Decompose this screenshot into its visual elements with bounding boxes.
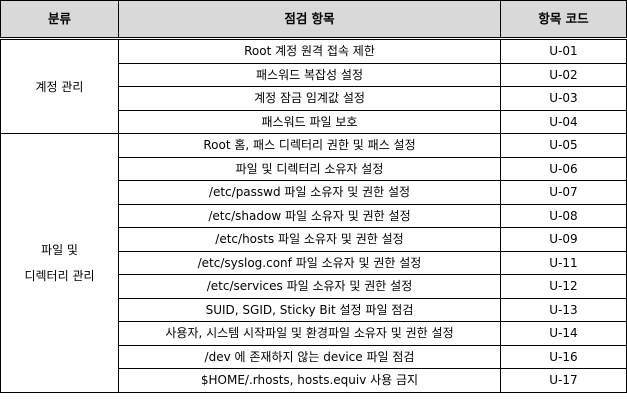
item-code-cell: U-16: [500, 344, 627, 369]
check-item-cell: /etc/hosts 파일 소유자 및 권한 설정: [118, 227, 501, 252]
check-item-cell: Root 계정 원격 접속 제한: [118, 38, 501, 64]
table-row: 파일 및 디렉터리 소유자 설정 U-06: [1, 156, 627, 181]
category-label: 파일 및: [41, 242, 78, 257]
header-code: 항목 코드: [500, 0, 627, 40]
header-row: 분류 점검 항목 항목 코드: [0, 0, 627, 40]
header-category: 분류: [0, 0, 119, 40]
table-row: $HOME/.rhosts, hosts.equiv 사용 금지 U-17: [1, 368, 627, 393]
check-item-cell: /etc/passwd 파일 소유자 및 권한 설정: [118, 180, 501, 205]
item-code-cell: U-06: [500, 156, 627, 181]
check-item-cell: 파일 및 디렉터리 소유자 설정: [118, 156, 501, 181]
check-item-cell: /etc/shadow 파일 소유자 및 권한 설정: [118, 203, 501, 228]
table-row: /dev 에 존재하지 않는 device 파일 점검 U-16: [1, 344, 627, 369]
check-item-cell: 패스워드 복잡성 설정: [118, 62, 501, 87]
item-code-cell: U-03: [500, 86, 627, 111]
item-code-cell: U-01: [500, 38, 627, 64]
check-item-cell: /etc/syslog.conf 파일 소유자 및 권한 설정: [118, 250, 501, 275]
table-row: /etc/syslog.conf 파일 소유자 및 권한 설정 U-11: [1, 250, 627, 275]
check-item-cell: 패스워드 파일 보호: [118, 109, 501, 134]
check-item-cell: 계정 잠금 임계값 설정: [118, 86, 501, 111]
table-row: 계정 관리 Root 계정 원격 접속 제한 U-01: [0, 38, 627, 134]
table-row: /etc/shadow 파일 소유자 및 권한 설정 U-08: [1, 203, 627, 228]
table-row: /etc/hosts 파일 소유자 및 권한 설정 U-09: [1, 227, 627, 252]
table-row: /etc/passwd 파일 소유자 및 권한 설정 U-07: [1, 180, 627, 205]
table-row: 패스워드 복잡성 설정 U-02: [1, 62, 627, 87]
check-item-cell: SUID, SGID, Sticky Bit 설정 파일 점검: [118, 297, 501, 322]
checklist-table: 분류 점검 항목 항목 코드 계정 관리 Root 계정 원격 접속 제한 U-01…: [0, 0, 627, 393]
category-cell: 계정 관리: [0, 38, 119, 134]
table-row: 계정 잠금 임계값 설정 U-03: [1, 86, 627, 111]
check-item-cell: 사용자, 시스템 시작파일 및 환경파일 소유자 및 권한 설정: [118, 321, 501, 346]
category-label: 디렉터리 관리: [24, 268, 95, 283]
item-code-cell: U-05: [500, 133, 627, 158]
category-label: 계정 관리: [35, 79, 84, 94]
item-code-cell: U-14: [500, 321, 627, 346]
check-item-cell: $HOME/.rhosts, hosts.equiv 사용 금지: [118, 368, 501, 393]
item-code-cell: U-07: [500, 180, 627, 205]
check-item-cell: /etc/services 파일 소유자 및 권한 설정: [118, 274, 501, 299]
table-row: 사용자, 시스템 시작파일 및 환경파일 소유자 및 권한 설정 U-14: [1, 321, 627, 346]
table-row: /etc/services 파일 소유자 및 권한 설정 U-12: [1, 274, 627, 299]
table-row: 파일 및 디렉터리 관리 Root 홈, 패스 디렉터리 권한 및 패스 설정 U-0…: [0, 133, 627, 393]
checklist-table-container: 분류 점검 항목 항목 코드 계정 관리 Root 계정 원격 접속 제한 U-01…: [0, 0, 627, 393]
table-body: 계정 관리 Root 계정 원격 접속 제한 U-01 패스워드 복잡성 설정 U-02…: [0, 38, 627, 393]
item-code-cell: U-09: [500, 227, 627, 252]
table-header: 분류 점검 항목 항목 코드: [0, 0, 627, 40]
item-code-cell: U-08: [500, 203, 627, 228]
item-code-cell: U-11: [500, 250, 627, 275]
item-code-cell: U-12: [500, 274, 627, 299]
item-code-cell: U-17: [500, 368, 627, 393]
item-code-cell: U-13: [500, 297, 627, 322]
check-item-cell: /dev 에 존재하지 않는 device 파일 점검: [118, 344, 501, 369]
header-item: 점검 항목: [118, 0, 501, 40]
check-item-cell: Root 홈, 패스 디렉터리 권한 및 패스 설정: [118, 133, 501, 158]
item-code-cell: U-04: [500, 109, 627, 134]
item-code-cell: U-02: [500, 62, 627, 87]
table-row: SUID, SGID, Sticky Bit 설정 파일 점검 U-13: [1, 297, 627, 322]
